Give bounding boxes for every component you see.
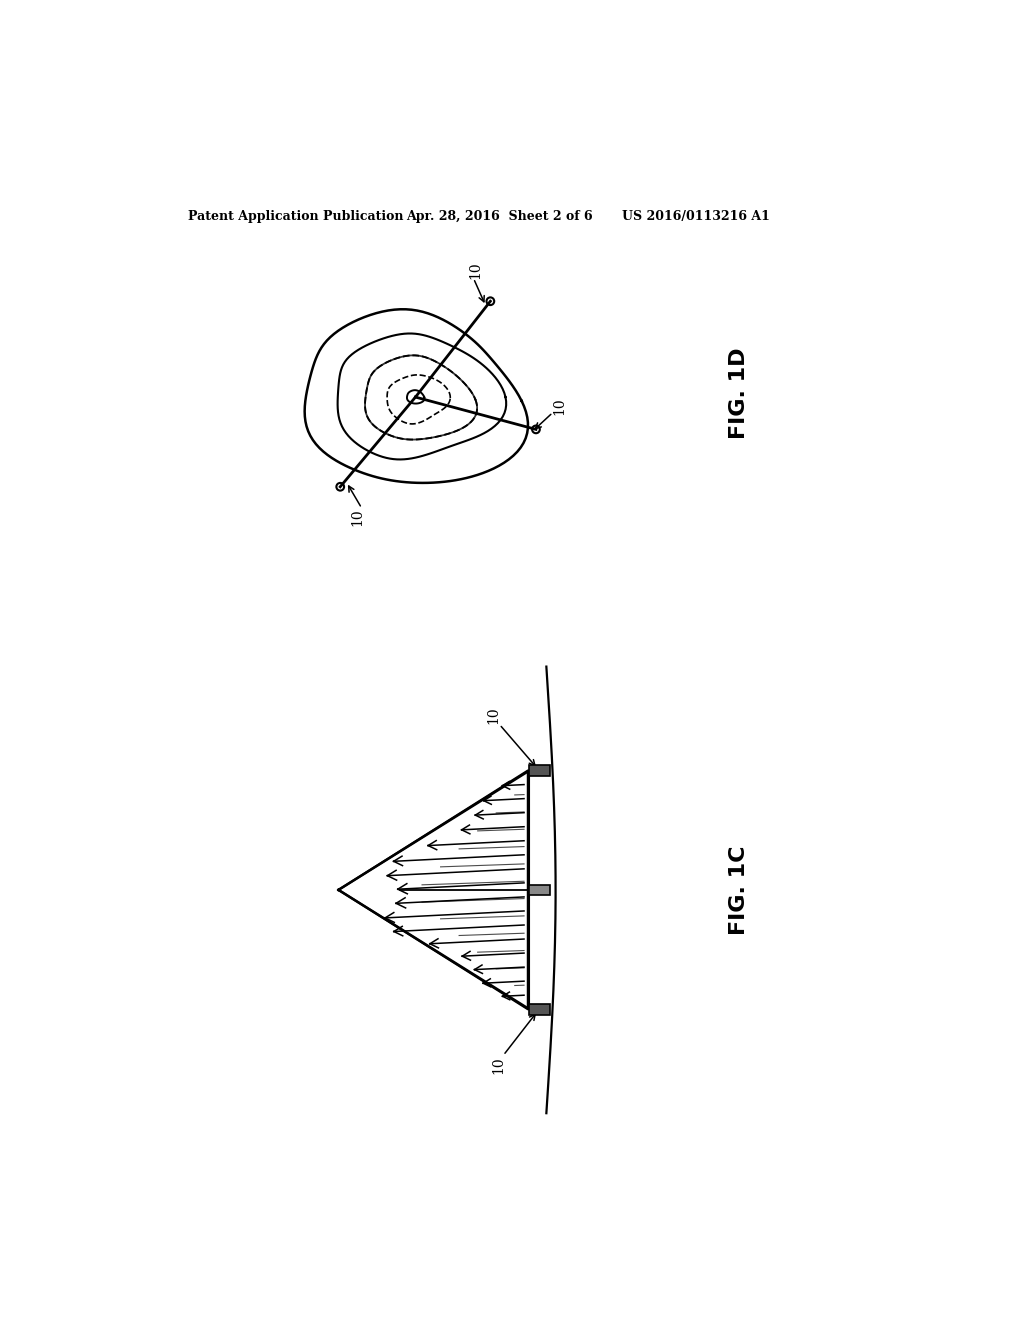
Text: 10: 10 [468,261,482,280]
Text: 10: 10 [350,508,365,527]
Text: 10: 10 [486,706,501,723]
Text: US 2016/0113216 A1: US 2016/0113216 A1 [622,210,770,223]
Text: 10: 10 [490,1056,505,1073]
Bar [529,1003,550,1015]
Bar [529,766,550,776]
Bar [529,884,550,895]
Text: FIG. 1C: FIG. 1C [729,845,749,935]
Text: FIG. 1D: FIG. 1D [729,347,749,440]
Text: 10: 10 [552,397,566,414]
Text: Patent Application Publication: Patent Application Publication [188,210,403,223]
Text: Apr. 28, 2016  Sheet 2 of 6: Apr. 28, 2016 Sheet 2 of 6 [407,210,593,223]
